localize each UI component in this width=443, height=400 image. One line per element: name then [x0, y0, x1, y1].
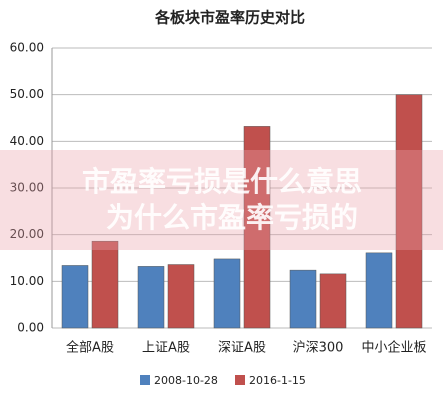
y-tick-label: 10.00 — [10, 274, 44, 288]
legend-label: 2008-10-28 — [154, 374, 218, 387]
overlay-text: 市盈率亏损是什么意思 — [82, 165, 362, 198]
y-tick-label: 50.00 — [10, 87, 44, 101]
legend-label: 2016-1-15 — [249, 374, 306, 387]
bar — [365, 252, 393, 329]
y-tick-label: 30.00 — [10, 181, 44, 195]
bar — [243, 126, 271, 329]
overlay-text: 为什么市盈率亏损的 — [106, 201, 358, 234]
overlay-band — [0, 150, 443, 250]
x-tick-label: 中小企业板 — [361, 340, 426, 356]
legend-swatch — [140, 375, 150, 385]
bar — [213, 258, 241, 329]
x-tick-label: 上证A股 — [142, 341, 190, 356]
chart-title: 各板块市盈率历史对比 — [154, 9, 305, 27]
x-tick-label: 全部A股 — [66, 340, 114, 356]
y-tick-label: 60.00 — [10, 41, 44, 55]
bar — [61, 265, 89, 329]
bar — [137, 266, 165, 329]
bar — [319, 273, 347, 329]
bar — [167, 264, 195, 329]
y-tick-label: 0.00 — [17, 321, 44, 335]
bar — [289, 269, 317, 329]
x-tick-label: 深证A股 — [218, 341, 266, 356]
bar — [395, 94, 423, 329]
x-tick-label: 沪深300 — [293, 340, 344, 356]
y-tick-label: 20.00 — [10, 227, 44, 241]
legend-swatch — [235, 375, 245, 385]
y-tick-label: 40.00 — [10, 134, 44, 148]
bar — [91, 240, 119, 329]
